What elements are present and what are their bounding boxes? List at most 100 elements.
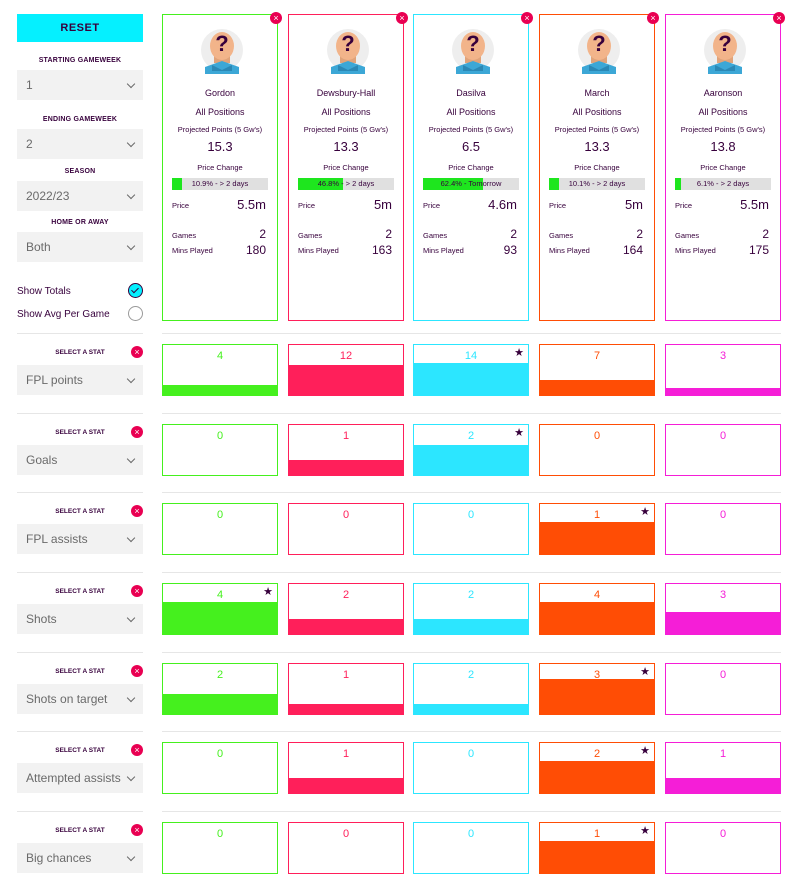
price-change-label: Price Change — [448, 163, 494, 172]
remove-player-icon[interactable]: × — [647, 12, 659, 24]
mins-played-label: Mins Played — [298, 246, 339, 255]
stat-select[interactable]: Shots on target — [17, 684, 143, 714]
remove-stat-icon[interactable]: × — [131, 585, 143, 597]
home-away-value: Both — [26, 240, 51, 254]
row-divider — [162, 572, 781, 573]
stat-cell: 1 — [288, 742, 404, 794]
remove-stat-icon[interactable]: × — [131, 744, 143, 756]
stat-select[interactable]: Big chances — [17, 843, 143, 873]
stat-value: 4 — [216, 350, 224, 362]
games-label: Games — [423, 231, 448, 240]
starting-gameweek-label: STARTING GAMEWEEK — [38, 57, 122, 64]
stat-value: 0 — [342, 509, 350, 521]
stat-cell: 0 — [162, 742, 278, 794]
price-change-label: Price Change — [700, 163, 746, 172]
remove-stat-icon[interactable]: × — [131, 346, 143, 358]
show-totals-radio[interactable] — [128, 283, 143, 298]
reset-button[interactable]: RESET — [17, 14, 143, 42]
price-change-bar: 6.1% - > 2 days — [675, 178, 771, 190]
stat-cell: 2 — [162, 663, 278, 715]
games-label: Games — [675, 231, 700, 240]
price-change-fill — [549, 178, 559, 190]
stat-select[interactable]: FPL assists — [17, 524, 143, 554]
chevron-down-icon — [126, 533, 136, 543]
stat-value: 0 — [467, 828, 475, 840]
stat-bar — [666, 611, 780, 634]
player-position: All Positions — [698, 107, 748, 117]
stat-bar — [289, 460, 403, 475]
price-change-text: 62.4% - Tomorrow — [440, 179, 502, 188]
row-divider — [17, 333, 143, 334]
stat-bar — [540, 380, 654, 395]
stat-cell: 2 — [288, 583, 404, 635]
remove-player-icon[interactable]: × — [270, 12, 282, 24]
star-icon: ★ — [640, 506, 650, 518]
stat-cell: 2 ★ — [539, 742, 655, 794]
remove-player-icon[interactable]: × — [773, 12, 785, 24]
stat-value: 1 — [342, 669, 350, 681]
player-position: All Positions — [572, 107, 622, 117]
show-totals-option[interactable]: Show Totals — [17, 282, 143, 300]
question-mark-icon: ? — [592, 31, 606, 56]
price-value: 5.5m — [237, 197, 266, 212]
projected-points-value: 13.3 — [584, 139, 610, 154]
question-mark-icon: ? — [718, 31, 732, 56]
player-avatar: ? — [323, 27, 373, 77]
player-name: Aaronson — [703, 88, 743, 98]
games-value: 2 — [762, 227, 769, 241]
stat-value: 14 — [464, 350, 478, 362]
price-label: Price — [675, 201, 693, 210]
player-card: × ? March All Positions Projected Points (5… — [539, 12, 659, 321]
stat-value: 0 — [467, 748, 475, 760]
projected-points-value: 13.8 — [710, 139, 736, 154]
stat-select-value: Attempted assists — [26, 771, 121, 785]
show-avg-option[interactable]: Show Avg Per Game — [17, 305, 143, 323]
stat-select[interactable]: Attempted assists — [17, 763, 143, 793]
price-value: 4.6m — [488, 197, 517, 212]
remove-stat-icon[interactable]: × — [131, 665, 143, 677]
stat-cell: 1 — [288, 424, 404, 476]
home-away-select[interactable]: Both — [17, 232, 143, 262]
ending-gameweek-select[interactable]: 2 — [17, 129, 143, 159]
remove-stat-icon[interactable]: × — [131, 505, 143, 517]
price-label: Price — [549, 201, 567, 210]
select-stat-label: SELECT A STAT — [55, 747, 105, 754]
stat-bar — [163, 385, 277, 395]
player-name: March — [584, 88, 610, 98]
stat-select[interactable]: FPL points — [17, 365, 143, 395]
chevron-down-icon — [126, 79, 136, 89]
stat-bar — [666, 388, 780, 395]
mins-played-label: Mins Played — [675, 246, 716, 255]
stat-cell: 1 — [288, 663, 404, 715]
remove-player-icon[interactable]: × — [396, 12, 408, 24]
mins-played-label: Mins Played — [172, 246, 213, 255]
stat-value: 0 — [216, 430, 224, 442]
stat-bar — [666, 778, 780, 793]
remove-stat-icon[interactable]: × — [131, 824, 143, 836]
stat-value: 1 — [593, 828, 601, 840]
row-divider — [162, 333, 781, 334]
show-avg-radio[interactable] — [128, 306, 143, 321]
price-change-label: Price Change — [197, 163, 243, 172]
player-avatar: ? — [700, 27, 750, 77]
mins-played-value: 175 — [748, 243, 769, 257]
stat-bar — [289, 619, 403, 634]
stat-value: 0 — [467, 509, 475, 521]
starting-gameweek-select[interactable]: 1 — [17, 70, 143, 100]
stat-value: 0 — [719, 828, 727, 840]
stat-value: 4 — [216, 589, 224, 601]
price-value: 5.5m — [740, 197, 769, 212]
stat-cell: 0 — [665, 503, 781, 555]
stat-value: 0 — [342, 828, 350, 840]
price-change-fill — [172, 178, 183, 190]
stat-cell: 0 — [288, 503, 404, 555]
games-label: Games — [549, 231, 574, 240]
stat-select[interactable]: Goals — [17, 445, 143, 475]
price-label: Price — [172, 201, 190, 210]
stat-bar — [414, 619, 528, 634]
stat-select[interactable]: Shots — [17, 604, 143, 634]
price-label: Price — [423, 201, 441, 210]
remove-player-icon[interactable]: × — [521, 12, 533, 24]
season-select[interactable]: 2022/23 — [17, 181, 143, 211]
remove-stat-icon[interactable]: × — [131, 426, 143, 438]
